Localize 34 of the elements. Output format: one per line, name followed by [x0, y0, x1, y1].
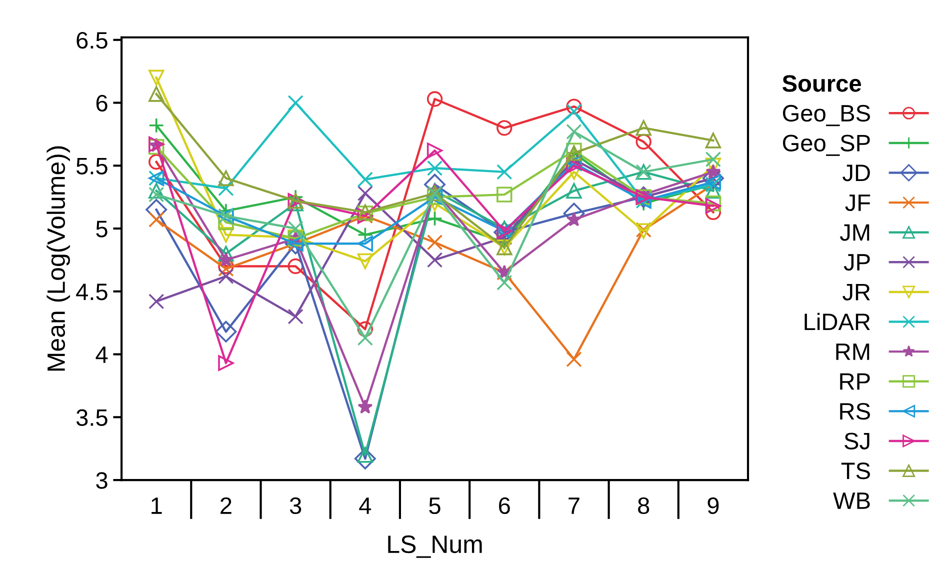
legend-label: JR: [842, 284, 870, 300]
x-tick-label: 8: [638, 497, 650, 514]
legend-label: JP: [844, 254, 870, 271]
y-tick-label: 4.5: [76, 284, 108, 300]
legend-title: Source: [782, 75, 862, 92]
y-tick-label: 6: [96, 94, 108, 112]
legend-label: Geo_SP: [782, 134, 870, 156]
legend-label: RS: [840, 402, 870, 420]
legend-label: RP: [840, 373, 870, 390]
x-tick-label: 5: [429, 498, 440, 514]
x-tick-label: 2: [220, 497, 232, 514]
y-tick-label: 3: [96, 472, 108, 489]
x-tick-label: 6: [499, 497, 510, 514]
legend-label: RM: [836, 344, 870, 360]
y-axis-title: Mean (Log(Volume)): [46, 146, 70, 371]
legend-label: Geo_BS: [782, 104, 870, 126]
y-tick-label: 5.5: [76, 158, 108, 174]
x-tick-label: 1: [152, 498, 162, 514]
legend-label: SJ: [844, 432, 870, 450]
x-tick-label: 9: [708, 497, 719, 514]
legend-label: LiDAR: [804, 312, 870, 330]
legend-label: JF: [845, 194, 870, 212]
y-tick-label: 5: [96, 220, 108, 238]
y-tick-label: 6.5: [76, 32, 108, 49]
x-tick-label: 7: [568, 498, 580, 514]
legend-label: TS: [841, 462, 870, 480]
x-axis-title: LS_Num: [388, 535, 482, 558]
y-tick-label: 3.5: [76, 409, 108, 426]
legend-label: WB: [833, 492, 870, 509]
x-tick-label: 3: [290, 497, 302, 514]
legend-label: JM: [840, 224, 870, 241]
legend-label: JD: [842, 164, 870, 182]
x-tick-label: 4: [359, 498, 372, 514]
y-tick-label: 4: [96, 346, 108, 363]
